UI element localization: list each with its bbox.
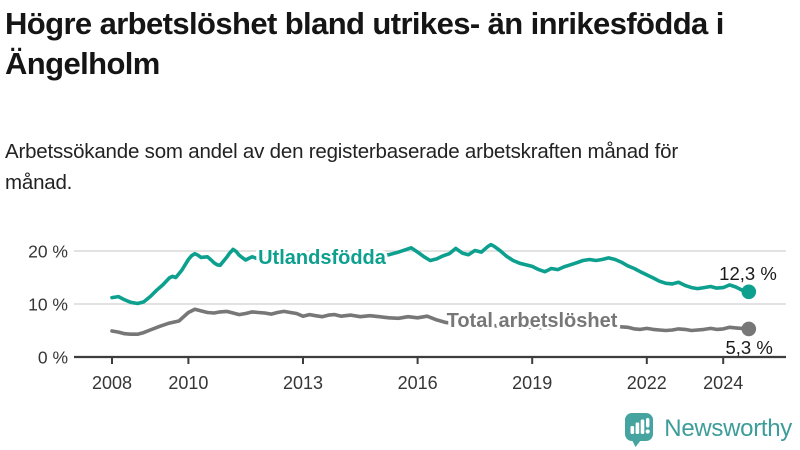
x-tick-label: 2016	[398, 373, 438, 393]
series-end-value: 12,3 %	[719, 263, 777, 284]
x-tick-label: 2008	[92, 373, 132, 393]
brand-name: Newsworthy	[664, 414, 792, 442]
y-tick-label: 20 %	[28, 242, 68, 262]
series-end-value: 5,3 %	[725, 337, 772, 358]
series-label: Total arbetslöshet	[447, 310, 618, 332]
x-tick-label: 2013	[283, 373, 323, 393]
chart-subtitle: Arbetssökande som andel av den registerb…	[5, 140, 678, 194]
series-end-dot	[741, 284, 757, 300]
series-line-utlandsf-dda	[110, 242, 751, 306]
series-line-total-arbetsl-shet	[110, 307, 751, 337]
series-label: Utlandsfödda	[258, 247, 387, 269]
x-tick-label: 2019	[512, 373, 552, 393]
page-title: Högre arbetslöshet bland utrikes- än inr…	[5, 6, 724, 81]
x-tick-label: 2024	[703, 373, 743, 393]
y-tick-label: 10 %	[28, 295, 68, 315]
newsworthy-logo-icon	[625, 413, 654, 447]
series-end-dot	[741, 321, 757, 337]
x-tick-label: 2022	[627, 373, 667, 393]
brand-footer: Newsworthy	[623, 410, 792, 447]
x-tick-label: 2010	[168, 373, 208, 393]
y-tick-label: 0 %	[38, 348, 68, 368]
